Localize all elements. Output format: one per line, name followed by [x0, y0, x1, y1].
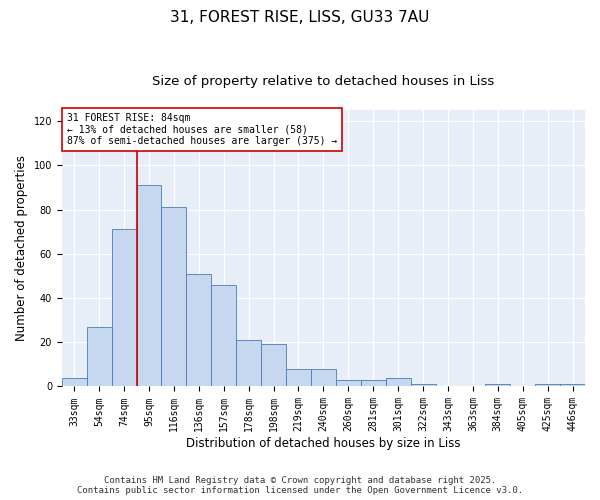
Bar [361, 380, 386, 386]
Y-axis label: Number of detached properties: Number of detached properties [15, 155, 28, 341]
Bar [261, 344, 286, 387]
Bar [62, 378, 86, 386]
Bar [161, 208, 187, 386]
Bar [286, 369, 311, 386]
Bar [535, 384, 560, 386]
Title: Size of property relative to detached houses in Liss: Size of property relative to detached ho… [152, 75, 494, 88]
X-axis label: Distribution of detached houses by size in Liss: Distribution of detached houses by size … [186, 437, 461, 450]
Text: 31, FOREST RISE, LISS, GU33 7AU: 31, FOREST RISE, LISS, GU33 7AU [170, 10, 430, 25]
Bar [137, 185, 161, 386]
Bar [410, 384, 436, 386]
Bar [211, 284, 236, 386]
Bar [560, 384, 585, 386]
Bar [311, 369, 336, 386]
Text: Contains HM Land Registry data © Crown copyright and database right 2025.
Contai: Contains HM Land Registry data © Crown c… [77, 476, 523, 495]
Bar [86, 327, 112, 386]
Bar [187, 274, 211, 386]
Text: 31 FOREST RISE: 84sqm
← 13% of detached houses are smaller (58)
87% of semi-deta: 31 FOREST RISE: 84sqm ← 13% of detached … [67, 113, 337, 146]
Bar [112, 230, 137, 386]
Bar [386, 378, 410, 386]
Bar [485, 384, 510, 386]
Bar [236, 340, 261, 386]
Bar [336, 380, 361, 386]
